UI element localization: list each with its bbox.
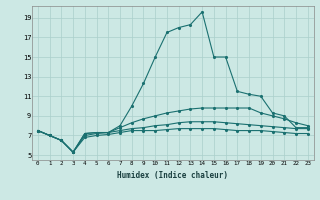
X-axis label: Humidex (Indice chaleur): Humidex (Indice chaleur) [117, 171, 228, 180]
